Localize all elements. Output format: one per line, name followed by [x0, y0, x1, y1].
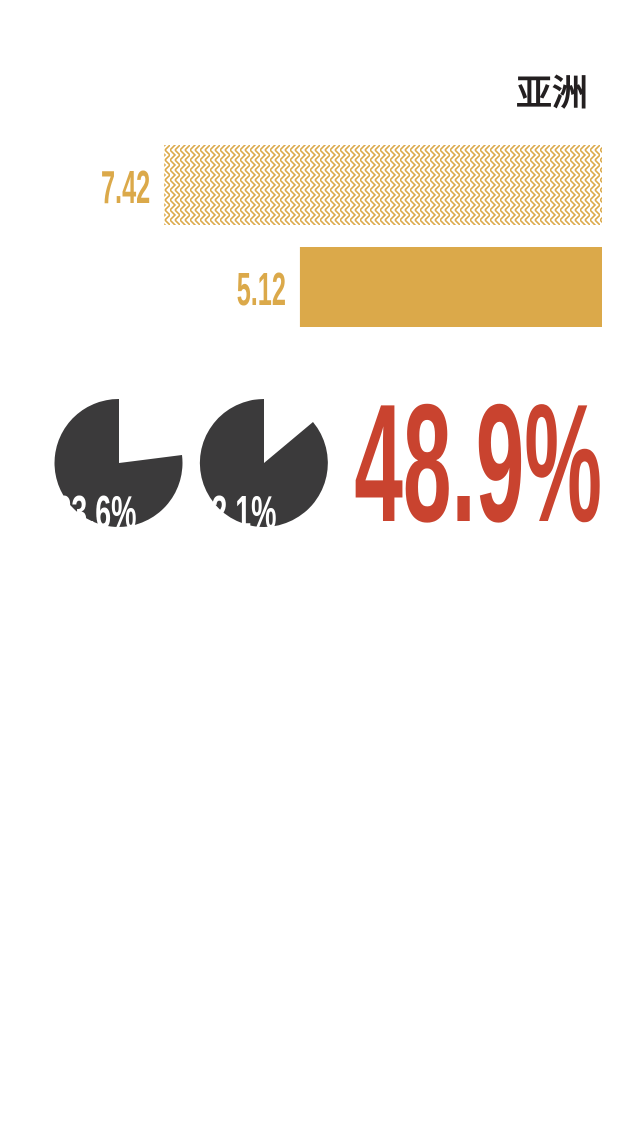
bar — [299, 247, 602, 327]
pie: 83.6% — [54, 398, 183, 539]
bar — [164, 145, 602, 225]
highlight-percent: 48.9% — [354, 370, 602, 557]
region-title: 亚洲 — [516, 72, 588, 113]
pie-label: 42.1% — [196, 487, 277, 539]
pie-label: 83.6% — [56, 487, 137, 539]
pie-slice — [54, 398, 183, 527]
pie: 42.1% — [196, 398, 328, 539]
pie-slice — [199, 398, 328, 527]
bar-label: 7.42 — [101, 161, 150, 213]
bar-label: 5.12 — [237, 263, 286, 315]
